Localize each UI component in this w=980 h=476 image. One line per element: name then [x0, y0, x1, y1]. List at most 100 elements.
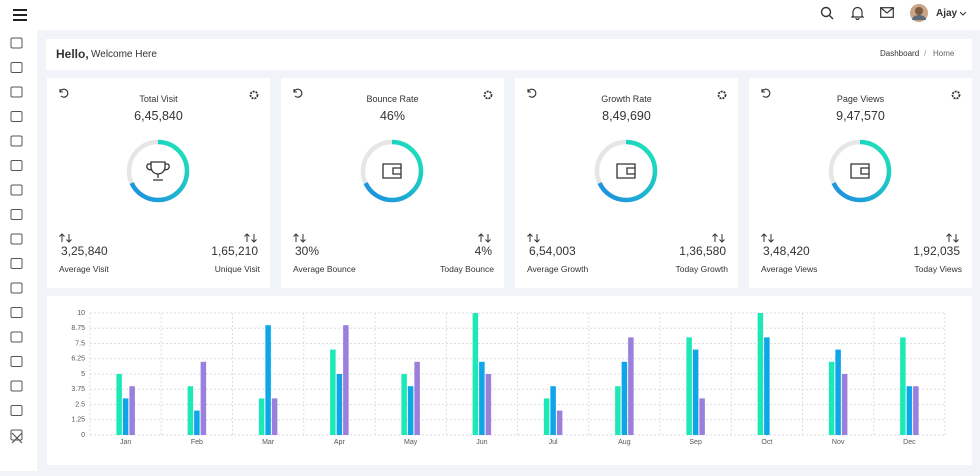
x-tick-label: Jul	[549, 439, 558, 446]
greeting: Hello,	[56, 47, 89, 61]
sidebar-icon	[10, 307, 23, 318]
stat-card: Growth Rate 8,49,690 6,54,003 1,36,580 Avera…	[515, 78, 738, 288]
up-arrow	[478, 233, 484, 242]
stat-card: Bounce Rate 46% 30% 4% Average Bounce Today B…	[281, 78, 504, 288]
sidebar-close-icon	[11, 432, 23, 444]
breadcrumb-separator: /	[924, 49, 927, 58]
left-label: Average Growth	[527, 264, 589, 274]
up-arrow	[244, 233, 250, 242]
x-tick-label: Feb	[191, 439, 203, 446]
card-title: Total Visit	[139, 94, 178, 104]
x-tick-label: Jun	[476, 439, 487, 446]
left-label: Average Views	[761, 264, 818, 274]
sidebar-icon	[10, 160, 23, 171]
sidebar-icon	[10, 37, 23, 49]
sidebar-icon	[10, 405, 23, 416]
x-tick-label: Apr	[334, 439, 346, 446]
sidebar-icon	[10, 86, 23, 98]
settings-icon[interactable]	[249, 90, 259, 100]
down-arrow	[485, 234, 491, 243]
ring-progress	[828, 139, 892, 203]
up-arrow	[946, 233, 952, 242]
sidebar-icon	[10, 356, 23, 367]
breadcrumb-current: Home	[933, 49, 955, 58]
left-value: 3,48,420	[763, 244, 810, 258]
stat-card: Total Visit 6,45,840 3,25,840 1,65,210 Avera…	[47, 78, 270, 288]
y-tick-label: 10	[77, 310, 85, 317]
x-tick-label: Dec	[903, 439, 916, 446]
trend-arrows	[527, 233, 540, 243]
card-value: 6,45,840	[134, 109, 183, 123]
bar	[757, 313, 764, 435]
card-title: Page Views	[836, 94, 885, 104]
refresh-icon[interactable]	[761, 88, 771, 98]
y-tick-label: 1.25	[71, 417, 85, 424]
bar	[116, 374, 122, 435]
down-arrow	[719, 234, 725, 243]
chart-panel: 0 1.25 2.5 3.75 5 6.25 7.5 8.75 10 Jan Feb Mar Apr Ma…	[47, 296, 972, 465]
user-name[interactable]: Ajay	[936, 8, 958, 19]
bar	[764, 337, 770, 435]
right-value: 4%	[474, 244, 492, 258]
bar	[692, 349, 699, 435]
user-dropdown-chevron[interactable]	[959, 11, 967, 17]
y-tick-label: 3.75	[71, 386, 85, 393]
trend-arrows	[244, 233, 257, 243]
settings-icon[interactable]	[951, 90, 961, 100]
down-arrow	[953, 234, 959, 243]
mail-icon[interactable]	[880, 7, 894, 18]
notification-icon[interactable]	[851, 6, 864, 20]
bar	[556, 410, 563, 435]
sidebar-icon	[10, 282, 23, 294]
ring-progress	[360, 139, 424, 203]
bar	[543, 398, 550, 435]
bar	[828, 361, 835, 435]
welcome-text: Welcome Here	[91, 49, 157, 60]
left-label: Average Visit	[59, 264, 109, 274]
up-arrow	[293, 233, 299, 242]
bar	[271, 398, 278, 435]
up-arrow	[59, 233, 65, 242]
menu-button[interactable]	[12, 8, 28, 22]
down-arrow	[66, 234, 72, 243]
bar	[472, 313, 479, 435]
y-tick-label: 2.5	[75, 401, 85, 408]
bar	[686, 337, 692, 435]
ring-progress	[594, 139, 658, 203]
sidebar-icon	[10, 184, 23, 196]
trophy-icon	[146, 161, 170, 181]
right-value: 1,36,580	[679, 244, 726, 258]
card-title: Growth Rate	[601, 94, 652, 104]
trend-arrows	[946, 233, 959, 243]
y-tick-label: 0	[81, 432, 85, 439]
bar	[129, 386, 135, 435]
bar	[407, 386, 414, 435]
avatar[interactable]	[910, 4, 928, 22]
breadcrumb-link[interactable]: Dashboard	[880, 49, 920, 58]
bar	[414, 361, 420, 435]
bar-chart: 0 1.25 2.5 3.75 5 6.25 7.5 8.75 10 Jan Feb Mar Apr Ma…	[71, 310, 946, 446]
right-label: Today Bounce	[440, 264, 494, 274]
card-graphics	[59, 88, 259, 203]
bar	[900, 337, 906, 435]
settings-icon[interactable]	[483, 90, 493, 100]
bar	[485, 374, 492, 435]
bar	[913, 386, 919, 435]
search-icon[interactable]	[820, 6, 834, 20]
bar	[628, 337, 634, 435]
sidebar-icons	[10, 37, 23, 444]
left-label: Average Bounce	[293, 264, 356, 274]
sidebar-icon	[10, 380, 23, 392]
right-label: Today Views	[914, 264, 962, 274]
refresh-icon[interactable]	[527, 88, 537, 98]
refresh-icon[interactable]	[293, 88, 303, 98]
bar	[835, 349, 841, 435]
refresh-icon[interactable]	[59, 88, 69, 98]
down-arrow	[534, 234, 540, 243]
card-value: 9,47,570	[836, 109, 885, 123]
settings-icon[interactable]	[717, 90, 727, 100]
up-arrow	[761, 233, 767, 242]
x-tick-label: Aug	[618, 439, 631, 446]
up-arrow	[527, 233, 533, 242]
top-bar: Ajay	[0, 0, 980, 30]
